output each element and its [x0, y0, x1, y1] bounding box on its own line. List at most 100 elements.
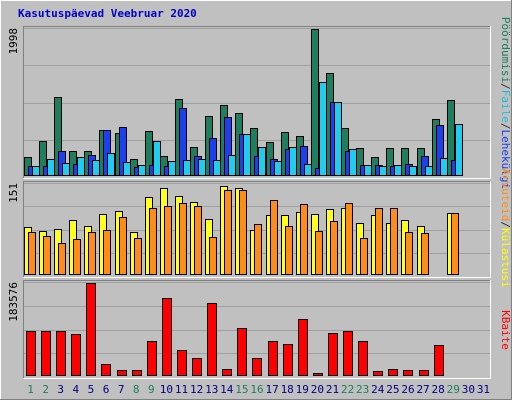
legend-entry: Faile — [499, 90, 512, 123]
bar-kbaite-day-25 — [388, 369, 398, 376]
bar-kbaite-day-4 — [71, 334, 81, 376]
x-tick-label-day-26: 26 — [401, 383, 414, 396]
bar-faile-day-17 — [274, 161, 282, 176]
bar-faile-day-12 — [198, 159, 206, 176]
x-tick-label-day-8: 8 — [133, 383, 140, 396]
legend-entry: KBaite — [499, 310, 512, 350]
bar-kbaite-day-10 — [162, 298, 172, 376]
x-tick-label-day-23: 23 — [356, 383, 369, 396]
legend-entry: Lehekülgi — [499, 130, 512, 190]
legend-entry: Arvuteid — [499, 168, 512, 221]
x-tick-label-day-19: 19 — [296, 383, 309, 396]
bar-faile-day-16 — [258, 147, 266, 176]
bar-kbaite-day-3 — [56, 331, 66, 376]
bar-faile-day-22 — [349, 149, 357, 176]
bar-kbaite-day-20 — [313, 373, 323, 376]
bar-pöördumisi-day-20 — [311, 29, 319, 176]
y-axis-max-label: 1998 — [7, 28, 20, 55]
x-tick-label-day-28: 28 — [432, 383, 445, 396]
bar-arvuteid-day-29 — [451, 213, 459, 275]
x-tick-label-day-17: 17 — [265, 383, 278, 396]
bar-kbaite-day-24 — [373, 371, 383, 376]
bar-arvuteid-day-22 — [345, 203, 353, 275]
x-tick-label-day-25: 25 — [386, 383, 399, 396]
bar-faile-day-25 — [394, 165, 402, 176]
bar-kbaite-day-1 — [26, 331, 36, 376]
panel-middle: 151 Arvuteid/Külastusi — [7, 168, 512, 287]
bar-arvuteid-day-27 — [421, 233, 429, 275]
bar-arvuteid-day-8 — [134, 238, 142, 275]
bar-faile-day-29 — [455, 124, 463, 176]
legend-entry: / — [499, 221, 512, 228]
x-tick-label-day-11: 11 — [175, 383, 188, 396]
bar-arvuteid-day-10 — [164, 206, 172, 275]
bar-faile-day-26 — [409, 166, 417, 176]
legend-entry: / — [499, 83, 512, 90]
bar-arvuteid-day-23 — [360, 238, 368, 275]
legend-entry: Külastusi — [499, 228, 512, 288]
x-tick-label-day-31: 31 — [477, 383, 490, 396]
bar-faile-day-19 — [304, 164, 312, 176]
bar-kbaite-day-6 — [101, 364, 111, 376]
bar-kbaite-day-21 — [328, 333, 338, 376]
bar-arvuteid-day-21 — [330, 221, 338, 275]
bar-kbaite-day-5 — [86, 283, 96, 376]
bar-faile-day-28 — [440, 158, 448, 176]
panel-legend: Pöördumisi/Faile/Lehekülgi — [499, 17, 512, 189]
bar-kbaite-day-7 — [117, 370, 127, 376]
bar-kbaite-day-13 — [207, 303, 217, 376]
bar-kbaite-day-22 — [343, 331, 353, 376]
x-tick-label-day-9: 9 — [148, 383, 155, 396]
bar-faile-day-18 — [289, 147, 297, 176]
x-tick-label-day-4: 4 — [73, 383, 80, 396]
x-tick-label-day-16: 16 — [250, 383, 263, 396]
bar-faile-day-3 — [62, 163, 70, 176]
x-tick-label-day-2: 2 — [42, 383, 49, 396]
x-tick-label-day-1: 1 — [27, 383, 34, 396]
x-tick-label-day-20: 20 — [311, 383, 324, 396]
bar-faile-day-20 — [319, 82, 327, 176]
bar-faile-day-21 — [334, 102, 342, 176]
panel-bottom: 183576 KBaite — [7, 280, 512, 379]
panel-top: 1998 Pöördumisi/Faile/Lehekülgi — [7, 17, 512, 189]
bar-faile-day-4 — [77, 157, 85, 176]
bar-faile-day-14 — [228, 155, 236, 176]
bar-kbaite-day-27 — [419, 370, 429, 376]
bar-kbaite-day-26 — [403, 370, 413, 376]
bar-kbaite-day-23 — [358, 341, 368, 376]
bar-kbaite-day-11 — [177, 350, 187, 376]
bar-arvuteid-day-5 — [88, 232, 96, 275]
bar-faile-day-24 — [379, 166, 387, 176]
bar-faile-day-9 — [153, 141, 161, 176]
bar-kbaite-day-8 — [132, 370, 142, 376]
x-tick-label-day-24: 24 — [371, 383, 385, 396]
bar-kbaite-day-17 — [268, 341, 278, 376]
bar-arvuteid-day-12 — [194, 206, 202, 275]
x-tick-label-day-14: 14 — [220, 383, 234, 396]
legend-entry: / — [499, 123, 512, 130]
bar-kbaite-day-9 — [147, 341, 157, 376]
bar-arvuteid-day-2 — [43, 236, 51, 275]
bar-faile-day-13 — [213, 160, 221, 176]
panel-legend: KBaite — [499, 310, 512, 350]
bar-faile-day-23 — [364, 165, 372, 176]
x-tick-label-day-12: 12 — [190, 383, 203, 396]
bar-kbaite-day-12 — [192, 358, 202, 376]
bar-arvuteid-day-3 — [58, 243, 66, 275]
x-tick-label-day-29: 29 — [447, 383, 460, 396]
bar-faile-day-15 — [243, 134, 251, 176]
bar-arvuteid-day-4 — [73, 239, 81, 275]
x-tick-label-day-18: 18 — [281, 383, 294, 396]
x-tick-label-day-10: 10 — [160, 383, 173, 396]
bar-arvuteid-day-7 — [119, 217, 127, 275]
bar-arvuteid-day-11 — [179, 203, 187, 275]
bar-arvuteid-day-15 — [239, 190, 247, 275]
bar-arvuteid-day-18 — [285, 226, 293, 275]
x-tick-label-day-15: 15 — [235, 383, 248, 396]
bar-arvuteid-day-6 — [103, 230, 111, 275]
bar-kbaite-day-15 — [237, 328, 247, 376]
bar-arvuteid-day-24 — [375, 208, 383, 275]
bar-kbaite-day-18 — [283, 344, 293, 376]
bar-kbaite-day-16 — [252, 358, 262, 376]
